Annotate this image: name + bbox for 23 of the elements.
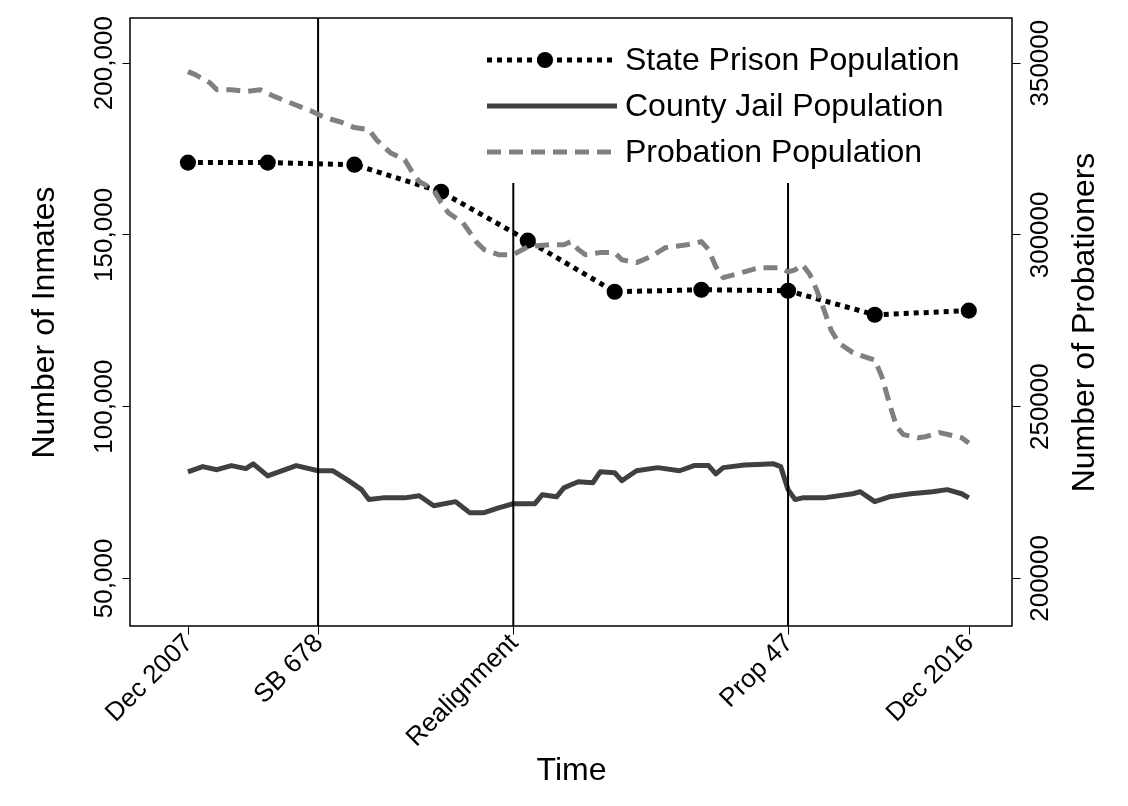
x-tick-label: SB 678 bbox=[246, 627, 329, 709]
point bbox=[606, 283, 623, 300]
y2-axis-title: Number of Probationers bbox=[1064, 152, 1101, 493]
point bbox=[866, 306, 883, 323]
y2-tick-label: 300000 bbox=[1023, 191, 1054, 279]
point bbox=[693, 281, 710, 298]
legend-label: Probation Population bbox=[625, 133, 923, 169]
point bbox=[960, 302, 977, 319]
y2-tick-label: 250000 bbox=[1023, 363, 1054, 451]
y-axis-title: Number of Inmates bbox=[24, 186, 61, 459]
y-tick-label: 50,000 bbox=[87, 538, 118, 619]
legend-label: County Jail Population bbox=[625, 87, 944, 123]
y-tick-label: 100,000 bbox=[87, 359, 118, 454]
x-axis-title: Time bbox=[536, 750, 607, 787]
y-tick-label: 150,000 bbox=[87, 187, 118, 282]
legend-label: State Prison Population bbox=[625, 41, 960, 77]
y2-tick-label: 200000 bbox=[1023, 535, 1054, 622]
point bbox=[346, 156, 363, 173]
y2-tick-label: 350000 bbox=[1023, 19, 1054, 107]
point bbox=[179, 154, 197, 171]
point bbox=[519, 232, 536, 249]
y-tick-label: 200,000 bbox=[87, 16, 118, 111]
point bbox=[259, 154, 276, 171]
